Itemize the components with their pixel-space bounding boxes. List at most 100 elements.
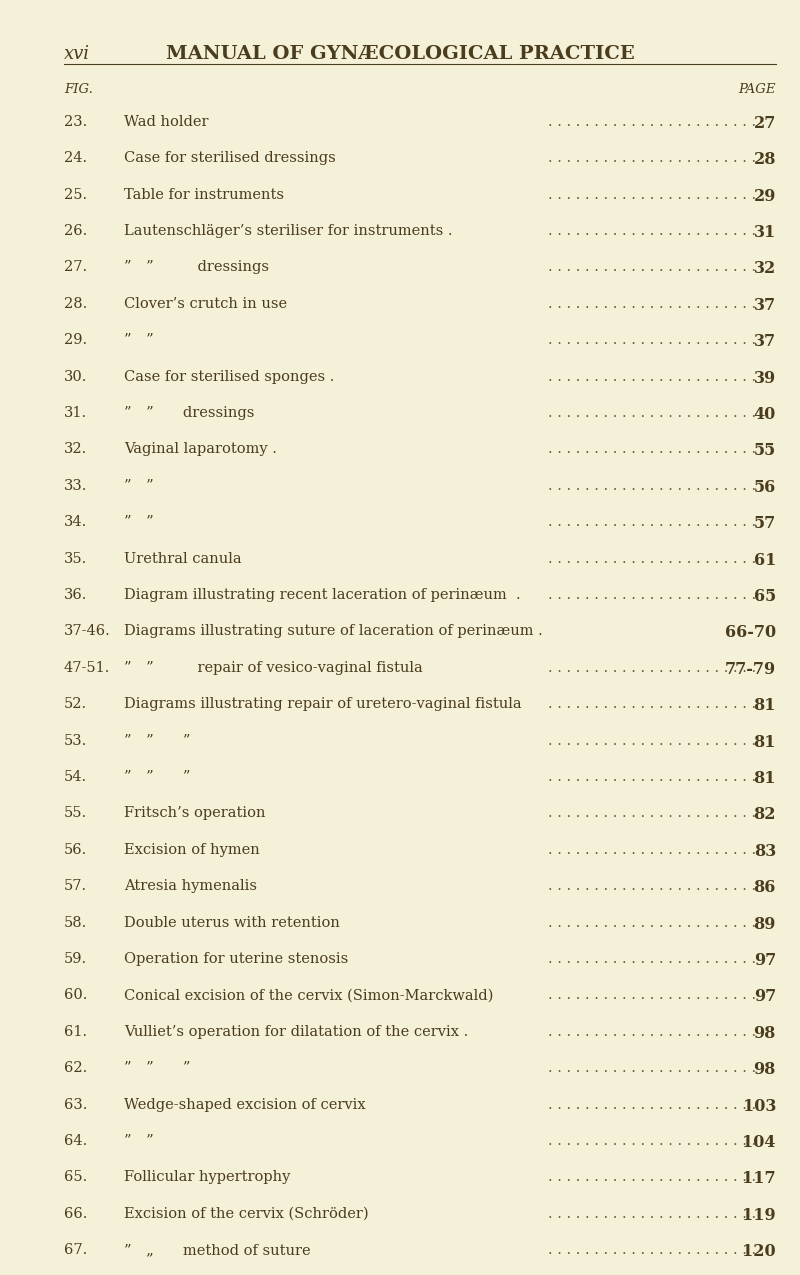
Text: 81: 81: [754, 733, 776, 751]
Text: 66-70: 66-70: [725, 625, 776, 641]
Text: 54.: 54.: [64, 770, 87, 784]
Text: 56.: 56.: [64, 843, 87, 857]
Text: ” ”  ”: ” ” ”: [124, 1061, 190, 1075]
Text: . . . . . . . . . . . . . . . . . . . . . . .: . . . . . . . . . . . . . . . . . . . . …: [548, 1170, 756, 1184]
Text: ” ”   repair of vesico-vaginal fistula: ” ” repair of vesico-vaginal fistula: [124, 660, 422, 674]
Text: Vulliet’s operation for dilatation of the cervix .: Vulliet’s operation for dilatation of th…: [124, 1025, 468, 1039]
Text: 29.: 29.: [64, 333, 87, 347]
Text: Fritsch’s operation: Fritsch’s operation: [124, 806, 266, 820]
Text: 67.: 67.: [64, 1243, 87, 1257]
Text: 97: 97: [754, 952, 776, 969]
Text: 83: 83: [754, 843, 776, 859]
Text: Excision of the cervix (Schröder): Excision of the cervix (Schröder): [124, 1206, 369, 1220]
Text: 58.: 58.: [64, 915, 87, 929]
Text: ” ”  dressings: ” ” dressings: [124, 405, 254, 419]
Text: . . . . . . . . . . . . . . . . . . . . . . .: . . . . . . . . . . . . . . . . . . . . …: [548, 697, 756, 711]
Text: . . . . . . . . . . . . . . . . . . . . . . .: . . . . . . . . . . . . . . . . . . . . …: [548, 733, 756, 747]
Text: 59.: 59.: [64, 952, 87, 966]
Text: 63.: 63.: [64, 1098, 87, 1112]
Text: . . . . . . . . . . . . . . . . . . . . . . .: . . . . . . . . . . . . . . . . . . . . …: [548, 224, 756, 238]
Text: 64.: 64.: [64, 1133, 87, 1148]
Text: Case for sterilised dressings: Case for sterilised dressings: [124, 152, 336, 166]
Text: 81: 81: [754, 697, 776, 714]
Text: 56: 56: [754, 478, 776, 496]
Text: . . . . . . . . . . . . . . . . . . . . . . .: . . . . . . . . . . . . . . . . . . . . …: [548, 588, 756, 602]
Text: Lautenschläger’s steriliser for instruments .: Lautenschläger’s steriliser for instrume…: [124, 224, 453, 238]
Text: Conical excision of the cervix (Simon-Marckwald): Conical excision of the cervix (Simon-Ma…: [124, 988, 494, 1002]
Text: 28.: 28.: [64, 297, 87, 311]
Text: . . . . . . . . . . . . . . . . . . . . . . .: . . . . . . . . . . . . . . . . . . . . …: [548, 297, 756, 311]
Text: 35.: 35.: [64, 552, 87, 566]
Text: Atresia hymenalis: Atresia hymenalis: [124, 880, 257, 892]
Text: 98: 98: [754, 1025, 776, 1042]
Text: Follicular hypertrophy: Follicular hypertrophy: [124, 1170, 290, 1184]
Text: ” ”: ” ”: [124, 1133, 154, 1148]
Text: Diagram illustrating recent laceration of perinæum  .: Diagram illustrating recent laceration o…: [124, 588, 521, 602]
Text: 119: 119: [742, 1206, 776, 1224]
Text: . . . . . . . . . . . . . . . . . . . . . . .: . . . . . . . . . . . . . . . . . . . . …: [548, 1025, 756, 1039]
Text: 77-79: 77-79: [725, 660, 776, 678]
Text: . . . . . . . . . . . . . . . . . . . . . . .: . . . . . . . . . . . . . . . . . . . . …: [548, 806, 756, 820]
Text: 31: 31: [754, 224, 776, 241]
Text: Diagrams illustrating repair of uretero-vaginal fistula: Diagrams illustrating repair of uretero-…: [124, 697, 522, 711]
Text: 61: 61: [754, 552, 776, 569]
Text: Vaginal laparotomy .: Vaginal laparotomy .: [124, 442, 277, 456]
Text: Wedge-shaped excision of cervix: Wedge-shaped excision of cervix: [124, 1098, 366, 1112]
Text: ” ”  ”: ” ” ”: [124, 733, 190, 747]
Text: 27: 27: [754, 115, 776, 131]
Text: 37: 37: [754, 297, 776, 314]
Text: 23.: 23.: [64, 115, 87, 129]
Text: ” ”: ” ”: [124, 515, 154, 529]
Text: ” ”  ”: ” ” ”: [124, 770, 190, 784]
Text: Table for instruments: Table for instruments: [124, 187, 284, 201]
Text: PAGE: PAGE: [738, 83, 776, 96]
Text: 28: 28: [754, 152, 776, 168]
Text: 82: 82: [754, 806, 776, 824]
Text: 57: 57: [754, 515, 776, 532]
Text: 62.: 62.: [64, 1061, 87, 1075]
Text: 34.: 34.: [64, 515, 87, 529]
Text: Diagrams illustrating suture of laceration of perinæum .: Diagrams illustrating suture of lacerati…: [124, 625, 542, 639]
Text: 60.: 60.: [64, 988, 87, 1002]
Text: 25.: 25.: [64, 187, 87, 201]
Text: FIG.: FIG.: [64, 83, 93, 96]
Text: 98: 98: [754, 1061, 776, 1079]
Text: . . . . . . . . . . . . . . . . . . . . . . .: . . . . . . . . . . . . . . . . . . . . …: [548, 152, 756, 166]
Text: . . . . . . . . . . . . . . . . . . . . . . .: . . . . . . . . . . . . . . . . . . . . …: [548, 770, 756, 784]
Text: . . . . . . . . . . . . . . . . . . . . . . .: . . . . . . . . . . . . . . . . . . . . …: [548, 187, 756, 201]
Text: 29: 29: [754, 187, 776, 204]
Text: . . . . . . . . . . . . . . . . . . . . . . .: . . . . . . . . . . . . . . . . . . . . …: [548, 660, 756, 674]
Text: ” ”: ” ”: [124, 333, 154, 347]
Text: 31.: 31.: [64, 405, 87, 419]
Text: Clover’s crutch in use: Clover’s crutch in use: [124, 297, 287, 311]
Text: 53.: 53.: [64, 733, 87, 747]
Text: . . . . . . . . . . . . . . . . . . . . . . .: . . . . . . . . . . . . . . . . . . . . …: [548, 843, 756, 857]
Text: 39: 39: [754, 370, 776, 386]
Text: Wad holder: Wad holder: [124, 115, 209, 129]
Text: . . . . . . . . . . . . . . . . . . . . . . .: . . . . . . . . . . . . . . . . . . . . …: [548, 1133, 756, 1148]
Text: Double uterus with retention: Double uterus with retention: [124, 915, 340, 929]
Text: . . . . . . . . . . . . . . . . . . . . . . .: . . . . . . . . . . . . . . . . . . . . …: [548, 442, 756, 456]
Text: Excision of hymen: Excision of hymen: [124, 843, 260, 857]
Text: Case for sterilised sponges .: Case for sterilised sponges .: [124, 370, 334, 384]
Text: 33.: 33.: [64, 478, 87, 492]
Text: 55.: 55.: [64, 806, 87, 820]
Text: 37: 37: [754, 333, 776, 351]
Text: 66.: 66.: [64, 1206, 87, 1220]
Text: . . . . . . . . . . . . . . . . . . . . . . .: . . . . . . . . . . . . . . . . . . . . …: [548, 1098, 756, 1112]
Text: 117: 117: [742, 1170, 776, 1187]
Text: . . . . . . . . . . . . . . . . . . . . . . .: . . . . . . . . . . . . . . . . . . . . …: [548, 515, 756, 529]
Text: . . . . . . . . . . . . . . . . . . . . . . .: . . . . . . . . . . . . . . . . . . . . …: [548, 478, 756, 492]
Text: 104: 104: [742, 1133, 776, 1151]
Text: . . . . . . . . . . . . . . . . . . . . . . .: . . . . . . . . . . . . . . . . . . . . …: [548, 952, 756, 966]
Text: . . . . . . . . . . . . . . . . . . . . . . .: . . . . . . . . . . . . . . . . . . . . …: [548, 552, 756, 566]
Text: 26.: 26.: [64, 224, 87, 238]
Text: . . . . . . . . . . . . . . . . . . . . . . .: . . . . . . . . . . . . . . . . . . . . …: [548, 880, 756, 892]
Text: 97: 97: [754, 988, 776, 1005]
Text: 27.: 27.: [64, 260, 87, 274]
Text: 61.: 61.: [64, 1025, 87, 1039]
Text: . . . . . . . . . . . . . . . . . . . . . . .: . . . . . . . . . . . . . . . . . . . . …: [548, 370, 756, 384]
Text: . . . . . . . . . . . . . . . . . . . . . . .: . . . . . . . . . . . . . . . . . . . . …: [548, 405, 756, 419]
Text: ” ”: ” ”: [124, 478, 154, 492]
Text: 65: 65: [754, 588, 776, 604]
